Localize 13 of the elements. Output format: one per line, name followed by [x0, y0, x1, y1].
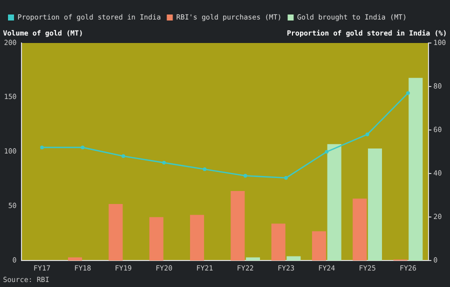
- bar: [352, 198, 367, 261]
- bar: [190, 214, 204, 261]
- bar: [246, 257, 260, 261]
- bar: [312, 231, 326, 261]
- bar: [327, 144, 342, 261]
- bar: [368, 148, 382, 261]
- bar: [230, 190, 245, 261]
- bar: [286, 256, 301, 261]
- bar: [271, 224, 286, 261]
- bar: [68, 257, 82, 261]
- bar: [408, 78, 423, 261]
- bar: [149, 217, 164, 261]
- bar: [108, 204, 123, 261]
